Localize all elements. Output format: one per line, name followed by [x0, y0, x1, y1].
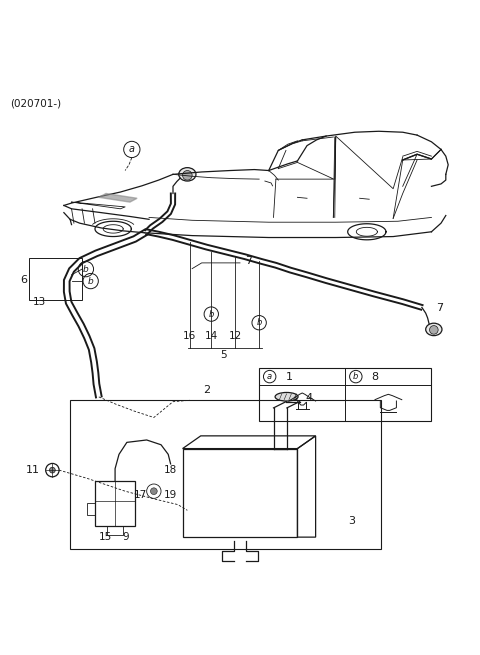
Text: 18: 18 [163, 465, 177, 475]
Bar [96, 481, 135, 526]
Text: a: a [267, 372, 272, 381]
Text: 5: 5 [220, 350, 227, 360]
Text: 15: 15 [98, 532, 112, 542]
Text: 8: 8 [372, 371, 379, 382]
Text: b: b [209, 310, 214, 318]
Text: 17: 17 [133, 490, 147, 500]
Bar [182, 449, 298, 537]
Text: 7: 7 [245, 257, 252, 267]
Text: 11: 11 [26, 465, 40, 475]
Ellipse shape [179, 168, 196, 181]
Text: 4: 4 [305, 393, 312, 403]
Text: b: b [353, 372, 359, 381]
Text: 6: 6 [20, 274, 27, 285]
Text: 1: 1 [286, 371, 292, 382]
Circle shape [182, 170, 192, 180]
Text: 12: 12 [228, 331, 242, 341]
Circle shape [430, 326, 438, 334]
Text: a: a [129, 145, 135, 155]
Bar [87, 504, 96, 515]
Text: 19: 19 [163, 490, 177, 500]
Circle shape [49, 467, 55, 473]
Text: (020701-): (020701-) [10, 99, 61, 109]
Text: 2: 2 [203, 385, 210, 396]
Text: b: b [256, 318, 262, 328]
Bar [70, 400, 381, 549]
Circle shape [151, 488, 157, 495]
Text: b: b [83, 265, 89, 274]
Text: 7: 7 [436, 303, 444, 313]
Text: 9: 9 [123, 532, 130, 542]
Text: 14: 14 [204, 331, 218, 341]
Text: 13: 13 [33, 297, 46, 307]
Text: 3: 3 [348, 516, 355, 526]
Ellipse shape [426, 323, 442, 335]
Text: 16: 16 [183, 331, 196, 341]
Polygon shape [99, 193, 137, 202]
Bar [29, 257, 82, 300]
Text: b: b [88, 276, 94, 286]
Ellipse shape [275, 392, 298, 401]
Bar [259, 368, 432, 421]
